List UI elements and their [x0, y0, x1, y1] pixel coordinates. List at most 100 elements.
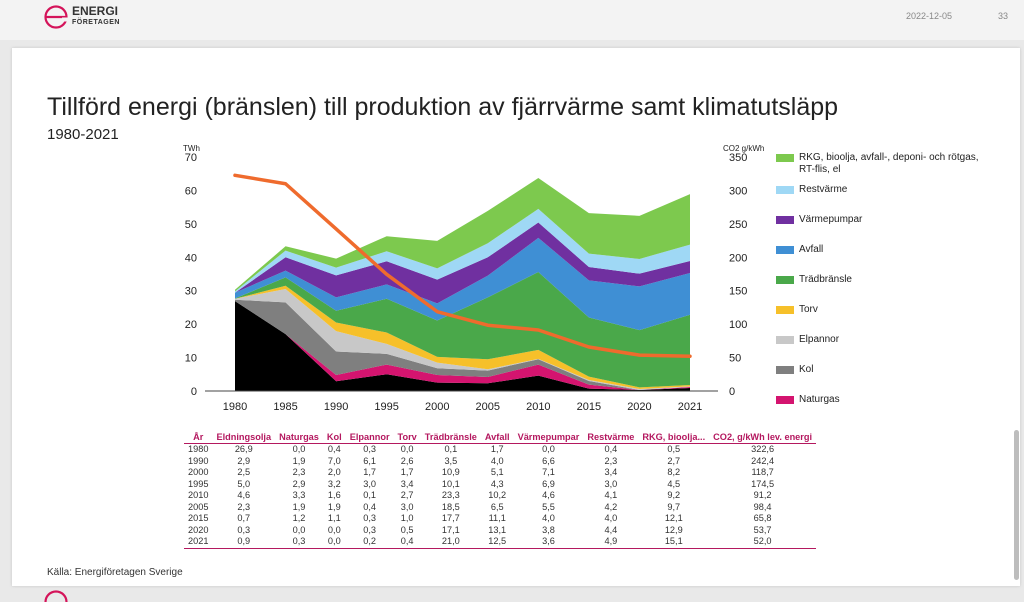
- slide-title: Tillförd energi (bränslen) till produkti…: [47, 93, 839, 121]
- table-cell: 174,5: [751, 478, 775, 489]
- logo-line1: ENERGI: [72, 4, 119, 18]
- table-cell: 9,7: [667, 501, 681, 512]
- y-left-tick-label: 30: [185, 286, 197, 298]
- legend-label: Elpannor: [799, 334, 840, 345]
- area-series-7: [235, 222, 690, 304]
- legend-swatch: [776, 186, 794, 194]
- table-cell: 0,0: [292, 444, 306, 455]
- slide-subtitle: 1980-2021: [47, 126, 119, 143]
- table-row: 2015 0,7 1,2 1,1 0,3 1,0 17,7 11,1 4,0 4,0 12,1 65,…: [184, 513, 816, 525]
- table-cell: 1,6: [327, 490, 341, 501]
- table-cell: 4,0: [542, 513, 555, 524]
- table-cell: 0,7: [237, 513, 251, 524]
- legend-swatch: [776, 246, 794, 254]
- table-cell: 2000: [188, 467, 209, 478]
- table-cell: 12,9: [664, 524, 683, 535]
- x-tick-label: 1990: [324, 401, 348, 413]
- table-cell: 1,1: [327, 513, 341, 524]
- slide-date: 2022-12-05: [906, 11, 953, 21]
- table-cell: 0,0: [400, 444, 414, 455]
- table-cell: 3,0: [604, 478, 618, 489]
- table-cell: 118,7: [751, 467, 774, 478]
- table-cell: 2010: [188, 490, 209, 501]
- table-cell: 2,9: [237, 455, 251, 466]
- energiforetagen-logo-icon: [44, 5, 71, 29]
- table-cell: 13,1: [488, 524, 507, 535]
- legend-label: Restvärme: [799, 184, 848, 195]
- table-cell: 0,0: [327, 524, 341, 535]
- table-header-cell: Värmepumpar: [513, 430, 584, 444]
- legend-label: Trädbränsle: [799, 274, 852, 285]
- table-row: 2020 0,3 0,0 0,0 0,3 0,5 17,1 13,1 3,8 4,4 12,9 53,…: [184, 525, 816, 537]
- table-cell: 242,4: [751, 455, 775, 466]
- y-right-tick-label: 0: [729, 386, 735, 398]
- table-cell: 322,6: [751, 444, 775, 455]
- legend-swatch: [776, 154, 794, 162]
- table-cell: 6,1: [363, 455, 377, 466]
- table-row: 2005 2,3 1,9 1,9 0,4 3,0 18,5 6,5 5,5 4,2 9,7 98,4: [184, 502, 816, 514]
- table-cell: 0,3: [363, 444, 377, 455]
- y-right-tick-label: 300: [729, 185, 747, 197]
- table-cell: 17,1: [441, 524, 460, 535]
- table-cell: 1,2: [292, 513, 306, 524]
- table-cell: 4,3: [490, 478, 504, 489]
- table-cell: 2021: [184, 536, 213, 549]
- table-cell: 98,4: [753, 501, 772, 512]
- table-cell: 0,1: [363, 490, 377, 501]
- y-right-axis-label: CO2 g/kWh: [723, 144, 764, 153]
- table-cell: 2,0: [327, 467, 341, 478]
- table-cell: 5,0: [237, 478, 251, 489]
- table-cell: 1,9: [292, 501, 306, 512]
- table-cell: 23,3: [441, 490, 460, 501]
- table-cell: 2,5: [237, 467, 251, 478]
- table-cell: 5,5: [542, 501, 555, 512]
- legend-label: Torv: [799, 304, 818, 315]
- legend-label: Kol: [799, 364, 814, 375]
- table-header-cell: Naturgas: [275, 430, 323, 444]
- x-tick-label: 2015: [577, 401, 601, 413]
- legend-swatch: [776, 366, 794, 374]
- co2-line-series: [233, 173, 692, 358]
- table-cell: 4,6: [542, 490, 555, 501]
- table-cell: 4,9: [583, 536, 639, 549]
- legend-swatch: [776, 216, 794, 224]
- legend-swatch: [776, 336, 794, 344]
- area-series-6: [235, 237, 690, 331]
- table-cell: 0,3: [275, 536, 323, 549]
- area-series-9: [235, 178, 690, 292]
- table-cell: 9,2: [667, 490, 681, 501]
- area-series-5: [235, 271, 690, 388]
- table-cell: 1995: [188, 478, 209, 489]
- table-cell: 65,8: [753, 513, 772, 524]
- table-row: 2010 4,6 3,3 1,6 0,1 2,7 23,3 10,2 4,6 4,1 9,2 91,2: [184, 490, 816, 502]
- table-cell: 7,0: [327, 455, 341, 466]
- table-header-cell: Trädbränsle: [420, 430, 481, 444]
- table-cell: 2,3: [604, 455, 618, 466]
- table-cell: 2015: [188, 513, 209, 524]
- table-header-cell: Elpannor: [345, 430, 394, 444]
- table-row: 1980 26,9 0,0 0,4 0,3 0,0 0,1 1,7 0,0 0,4 0,5 322,6: [184, 444, 816, 456]
- table-cell: 17,7: [441, 513, 460, 524]
- table-cell: 0,3: [237, 524, 251, 535]
- table-cell: 3,2: [327, 478, 341, 489]
- y-left-tick-label: 0: [191, 386, 197, 398]
- table-cell: 2,3: [292, 467, 306, 478]
- y-left-tick-label: 20: [185, 319, 197, 331]
- table-header-cell: Kol: [322, 430, 346, 444]
- table-cell: 2,7: [667, 455, 681, 466]
- scrollbar[interactable]: [1014, 430, 1019, 580]
- table-cell: 0,4: [604, 444, 618, 455]
- legend-label: Avfall: [799, 244, 824, 255]
- table-cell: 10,9: [441, 467, 460, 478]
- y-right-tick-label: 200: [729, 252, 747, 264]
- x-tick-label: 1980: [223, 401, 247, 413]
- x-tick-label: 2010: [526, 401, 550, 413]
- table-cell: 2005: [188, 501, 209, 512]
- area-series-0: [235, 301, 690, 391]
- y-left-axis-label: TWh: [183, 144, 200, 153]
- table-header-row: År Eldningsolja Naturgas Kol Elpannor Torv Trä…: [184, 430, 817, 444]
- table-cell: 5,1: [490, 467, 504, 478]
- table-cell: 1,9: [327, 501, 341, 512]
- legend-label: Värmepumpar: [799, 214, 863, 225]
- table-cell: 1,7: [400, 467, 414, 478]
